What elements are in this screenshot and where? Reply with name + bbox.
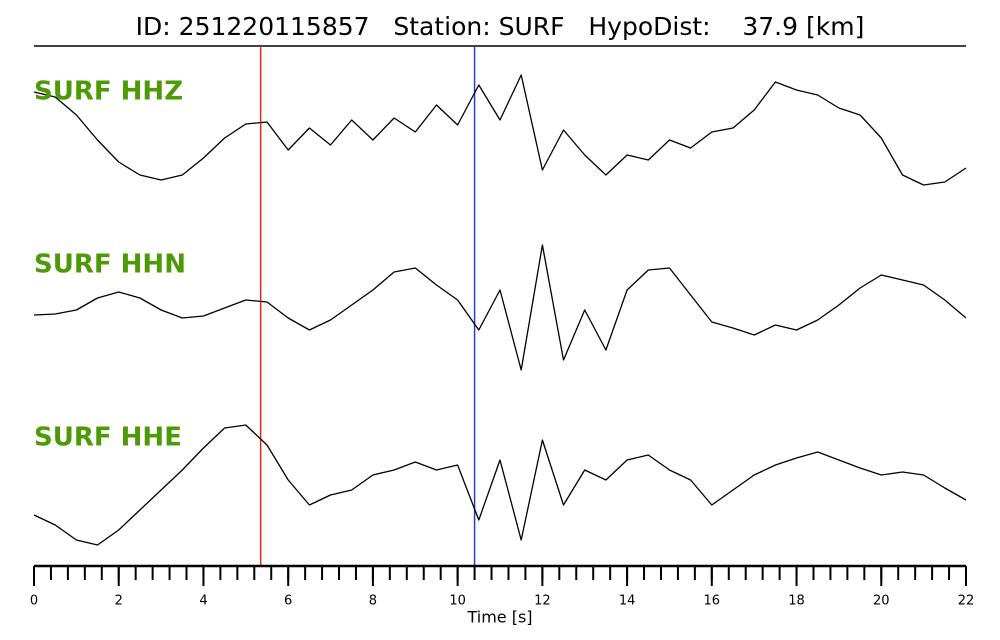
trace-label: SURF HHE	[34, 423, 182, 453]
x-tick-label: 20	[873, 594, 890, 609]
x-tick-label: 10	[449, 594, 466, 609]
x-tick-label: 14	[619, 594, 636, 609]
x-tick-label: 0	[30, 594, 38, 609]
trace-label: SURF HHZ	[34, 77, 183, 107]
waveform	[33, 244, 967, 371]
x-tick-label: 22	[958, 594, 975, 609]
x-tick-label: 2	[115, 594, 123, 609]
x-tick-label: 8	[369, 594, 377, 609]
trace-label: SURF HHN	[34, 250, 186, 280]
x-tick-label: 12	[534, 594, 551, 609]
x-axis-label: Time [s]	[466, 608, 532, 627]
waveform	[33, 74, 967, 186]
x-tick-label: 6	[284, 594, 292, 609]
x-tick-label: 18	[788, 594, 805, 609]
chart-title: ID: 251220115857 Station: SURF HypoDist:…	[136, 12, 865, 41]
x-tick-label: 16	[704, 594, 721, 609]
x-tick-label: 4	[199, 594, 207, 609]
waveform	[33, 424, 967, 546]
